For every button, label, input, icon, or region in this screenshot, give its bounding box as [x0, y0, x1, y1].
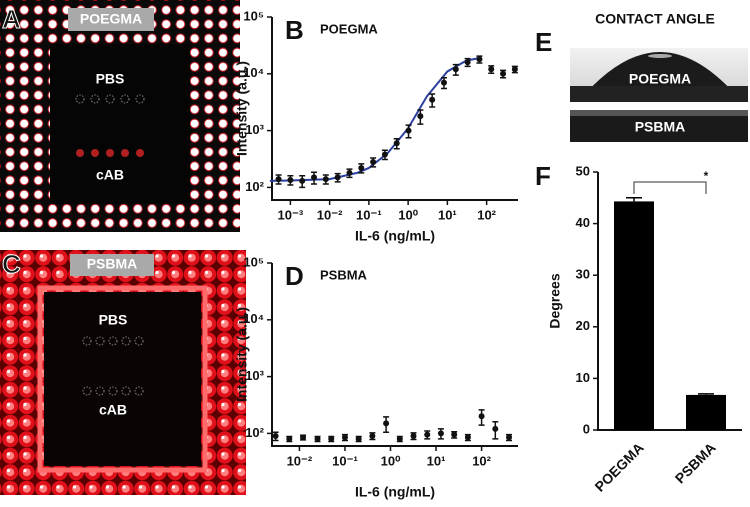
x-tick-label: 10² — [477, 207, 496, 222]
y-tick-label: 10⁵ — [243, 8, 264, 23]
axis — [271, 17, 518, 201]
data-point — [478, 413, 485, 420]
data-point — [506, 434, 513, 441]
data-point — [328, 435, 335, 442]
data-point — [429, 96, 436, 103]
data-point — [358, 164, 365, 171]
y-tick-label: 20 — [576, 318, 590, 333]
data-point — [417, 113, 424, 120]
data-point — [272, 432, 279, 439]
y-tick-label: 10⁵ — [243, 254, 264, 269]
data-point — [511, 66, 518, 73]
x-axis-label: IL-6 (ng/mL) — [355, 228, 435, 244]
x-tick-label: 10⁻² — [317, 207, 343, 222]
droplet-label: POEGMA — [629, 71, 691, 87]
panel-letter: B — [285, 15, 304, 45]
data-point — [405, 127, 412, 134]
data-point — [500, 70, 507, 77]
droplet-image — [570, 48, 748, 142]
data-point — [314, 435, 321, 442]
bar — [686, 394, 726, 430]
data-point — [451, 431, 458, 438]
data-point — [346, 169, 353, 176]
row-label: cAB — [99, 402, 127, 418]
y-tick-label: 10³ — [245, 122, 264, 137]
y-tick-label: 10⁴ — [243, 311, 264, 326]
y-tick-label: 10⁴ — [243, 65, 264, 80]
data-point — [287, 176, 294, 183]
data-point — [492, 425, 499, 432]
x-tick-label: 10² — [472, 453, 491, 468]
significance-label: * — [704, 169, 709, 183]
data-point — [452, 66, 459, 73]
x-tick-label: PSBMA — [672, 439, 719, 486]
data-point — [383, 420, 390, 427]
row-label: PBS — [96, 71, 125, 87]
y-tick-label: 10² — [245, 425, 264, 440]
panel-letter: D — [285, 261, 304, 291]
panel-title: CONTACT ANGLE — [595, 11, 715, 27]
droplet-label: PSBMA — [635, 119, 686, 135]
x-tick-label: 10⁻² — [287, 453, 313, 468]
data-point — [369, 432, 376, 439]
data-point — [322, 176, 329, 183]
data-point — [424, 431, 431, 438]
data-point — [440, 79, 447, 86]
panel-letter: E — [535, 27, 552, 57]
data-point — [334, 174, 341, 181]
y-axis-label: Intensity (a.u.) — [234, 61, 250, 156]
x-tick-label: 10¹ — [427, 453, 446, 468]
panel-c-image — [0, 250, 246, 495]
x-tick-label: 10⁰ — [398, 207, 418, 222]
data-point — [299, 177, 306, 184]
x-axis-label: IL-6 (ng/mL) — [355, 484, 435, 500]
error-bar — [626, 197, 642, 202]
x-tick-label: 10¹ — [438, 207, 457, 222]
panel-a-image — [0, 0, 240, 232]
error-bar — [698, 393, 714, 395]
y-tick-label: 10³ — [245, 368, 264, 383]
significance-bracket — [633, 181, 707, 194]
y-tick-label: 10² — [245, 179, 264, 194]
y-axis-label: Intensity (a.u.) — [234, 307, 250, 402]
bar — [614, 201, 654, 430]
x-tick-label: 10⁻³ — [278, 207, 304, 222]
panel-badge: POEGMA — [80, 11, 142, 27]
row-label: PBS — [99, 312, 128, 328]
x-tick-label: POEGMA — [591, 439, 646, 494]
x-tick-label: 10⁰ — [381, 453, 401, 468]
data-point — [341, 434, 348, 441]
x-tick-label: 10⁻¹ — [356, 207, 382, 222]
data-point — [311, 174, 318, 181]
data-point — [410, 432, 417, 439]
chart-title: PSBMA — [320, 267, 368, 282]
data-point — [300, 434, 307, 441]
data-point — [370, 159, 377, 166]
panel-badge: PSBMA — [87, 256, 138, 272]
panel-letter: F — [535, 161, 551, 191]
y-tick-label: 50 — [576, 163, 590, 178]
y-tick-label: 40 — [576, 215, 590, 230]
panel-letter: C — [2, 249, 21, 279]
data-point — [381, 151, 388, 158]
data-point — [488, 66, 495, 73]
data-point — [437, 430, 444, 437]
panel-letter: A — [2, 4, 21, 34]
x-tick-label: 10⁻¹ — [332, 453, 358, 468]
y-tick-label: 0 — [583, 421, 590, 436]
data-point — [286, 435, 293, 442]
chart-title: POEGMA — [320, 21, 378, 36]
data-point — [476, 56, 483, 63]
data-point — [464, 434, 471, 441]
data-point — [275, 176, 282, 183]
data-point — [396, 435, 403, 442]
y-tick-label: 10 — [576, 370, 590, 385]
row-label: cAB — [96, 167, 124, 183]
data-point — [393, 140, 400, 147]
data-point — [355, 435, 362, 442]
data-point — [464, 59, 471, 66]
y-tick-label: 30 — [576, 267, 590, 282]
y-axis-label: Degrees — [547, 273, 563, 328]
